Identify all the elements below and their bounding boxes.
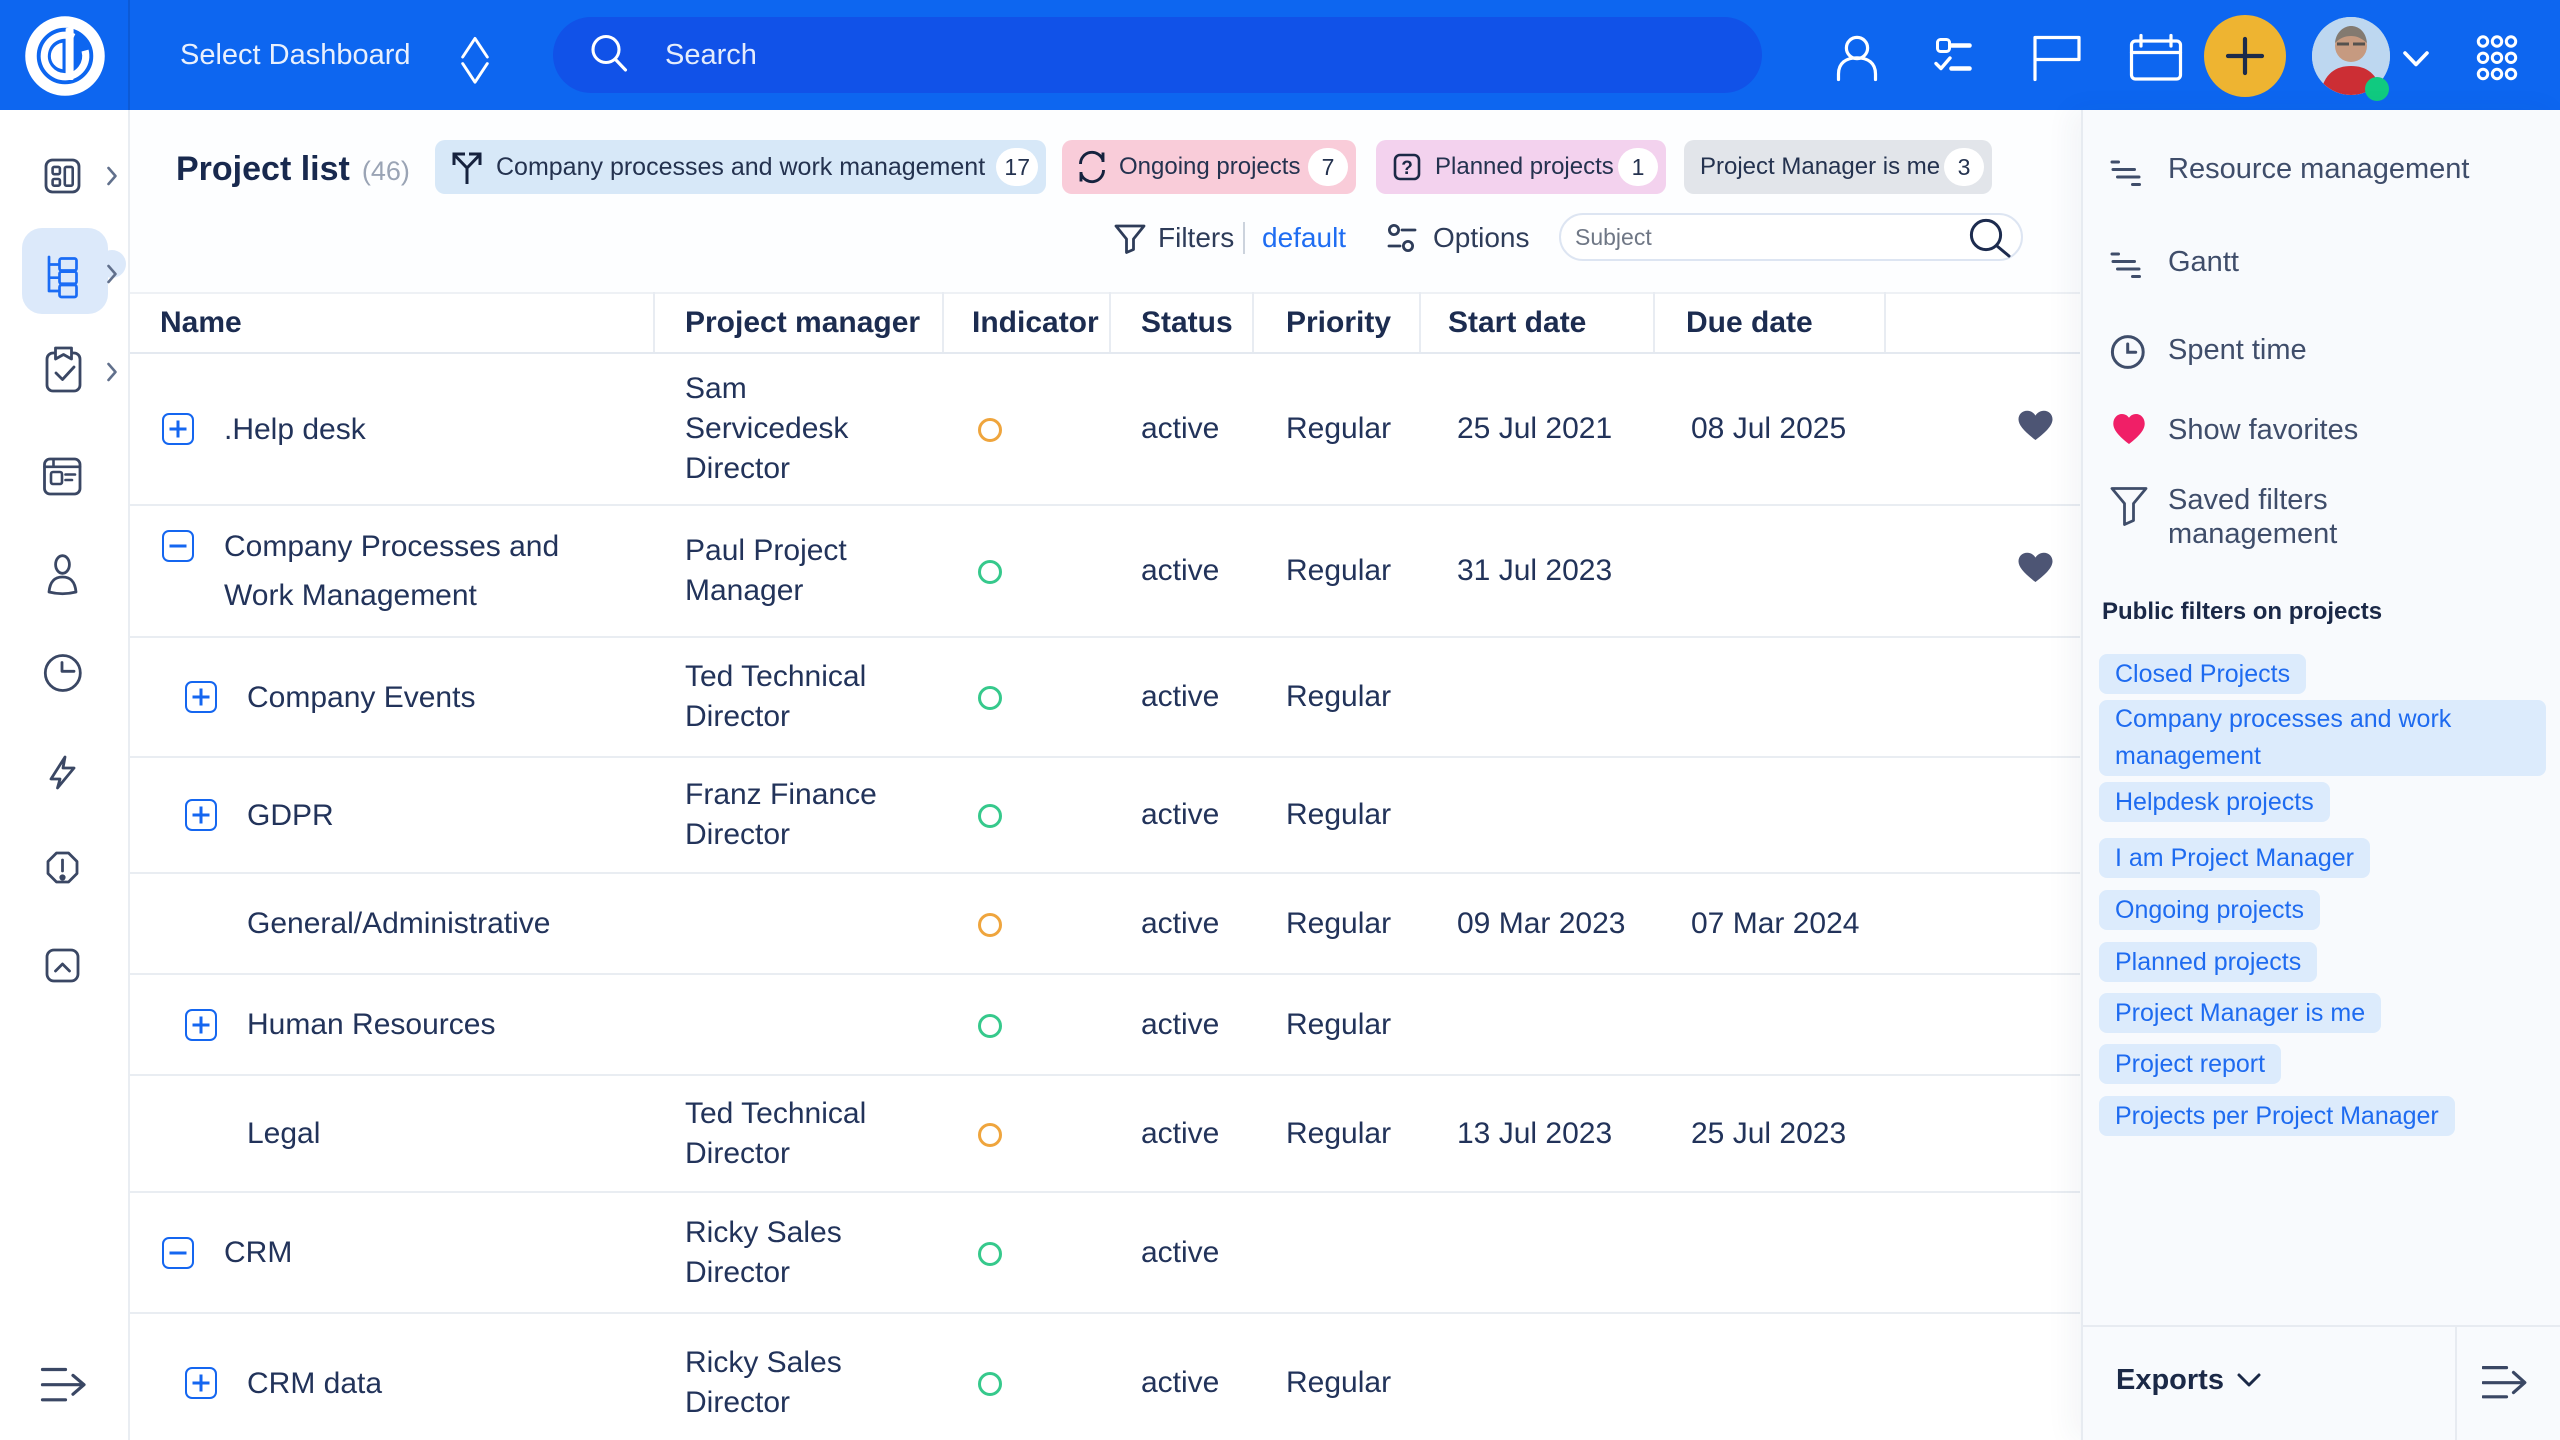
svg-text:?: ?: [1401, 158, 1413, 179]
